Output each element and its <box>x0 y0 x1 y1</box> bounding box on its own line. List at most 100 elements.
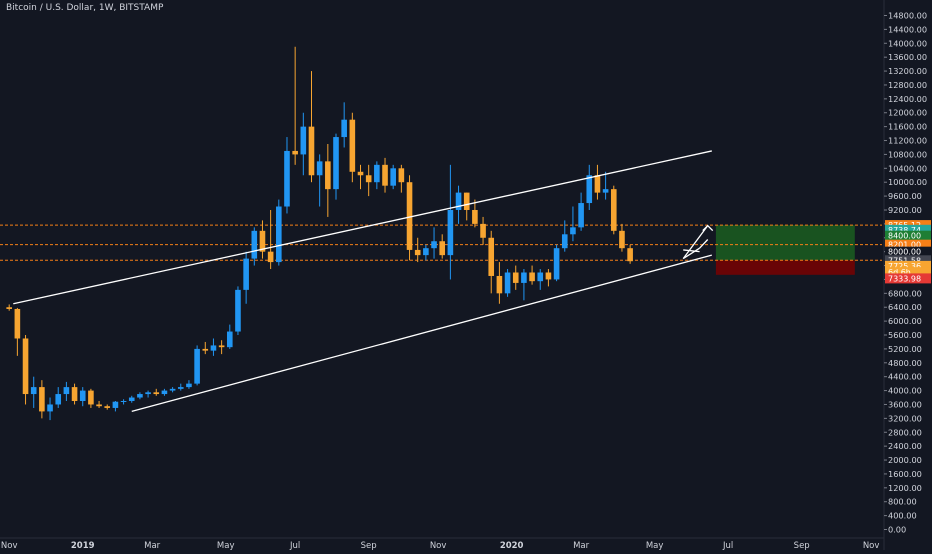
candle-body <box>88 390 94 405</box>
candle <box>455 185 462 224</box>
candle-body <box>120 401 127 402</box>
time-axis-label: Mar <box>144 541 161 550</box>
candle-body <box>6 307 12 309</box>
price-axis-label: 3600.00 <box>888 399 922 409</box>
candle-body <box>55 394 62 405</box>
candle-body <box>14 308 21 339</box>
candle <box>316 154 323 207</box>
price-axis-label: 4000.00 <box>888 386 922 396</box>
price-axis-label: 12400.00 <box>888 94 927 104</box>
candle <box>414 237 421 263</box>
time-axis-label: May <box>217 541 235 550</box>
candle <box>243 251 249 304</box>
price-axis-label: 4800.00 <box>888 358 922 368</box>
candle <box>423 244 429 261</box>
candle <box>96 401 102 408</box>
candle-body <box>570 227 576 235</box>
time-axis-label: 2019 <box>71 541 95 550</box>
candle-body <box>128 397 135 401</box>
time-axis-label: Nov <box>863 541 880 550</box>
price-axis-label: 2000.00 <box>888 455 922 465</box>
candle-body <box>333 137 339 190</box>
candle <box>39 380 45 419</box>
candle <box>177 383 184 391</box>
candle <box>284 137 290 214</box>
price-axis-label: 10000.00 <box>888 177 927 187</box>
candle <box>578 192 584 231</box>
price-axis-label: 5600.00 <box>888 330 922 340</box>
price-axis-label: 9600.00 <box>888 191 922 201</box>
price-axis-label: 12800.00 <box>888 80 927 90</box>
candle-body <box>529 272 535 282</box>
candle <box>341 102 347 148</box>
candle <box>374 161 380 190</box>
projection-arrow <box>682 225 709 259</box>
candle <box>561 220 568 252</box>
candle <box>88 388 94 408</box>
price-axis-label: 6000.00 <box>888 316 922 326</box>
candle-body <box>218 345 225 348</box>
candle-body <box>406 182 413 250</box>
candle <box>292 46 298 165</box>
candle-body <box>210 345 217 351</box>
time-axis-label: Jul <box>722 541 733 550</box>
price-axis-label: 6400.00 <box>888 302 922 312</box>
candle <box>594 164 601 200</box>
candle-body <box>39 387 45 412</box>
price-axis-label: 2400.00 <box>888 441 922 451</box>
candle <box>472 199 478 228</box>
candle <box>276 199 282 266</box>
candle <box>112 401 119 412</box>
candle <box>259 220 266 259</box>
candle <box>398 164 405 193</box>
candle <box>545 269 552 287</box>
candle <box>128 395 135 403</box>
candle-body <box>365 175 372 183</box>
candle <box>627 244 633 264</box>
candle-body <box>341 119 347 138</box>
price-axis-label: 2800.00 <box>888 427 922 437</box>
time-axis-label: 2020 <box>500 541 524 550</box>
candle <box>553 244 560 282</box>
candle <box>218 340 225 355</box>
price-axis-label: 800.00 <box>888 497 917 507</box>
time-axis-label: Sep <box>361 541 377 550</box>
candle-body <box>267 251 274 263</box>
candle-body <box>602 189 609 193</box>
channel-trendline <box>131 254 712 413</box>
candle <box>104 404 111 410</box>
candle <box>439 234 446 259</box>
candle-body <box>414 249 421 256</box>
target-zone <box>715 225 855 261</box>
candle-body <box>521 272 527 283</box>
candle-body <box>112 401 119 408</box>
candle-body <box>553 248 560 280</box>
candle-body <box>284 150 290 207</box>
candle <box>145 390 151 398</box>
candle-body <box>30 387 37 395</box>
candle-body <box>71 387 78 401</box>
time-axis-label: May <box>646 541 664 550</box>
candle <box>488 230 495 294</box>
candle <box>463 192 470 221</box>
price-badge-label: 7725.36 <box>888 262 921 271</box>
candle <box>169 387 176 393</box>
price-badge-label: 7333.98 <box>888 274 921 283</box>
candle <box>30 376 37 408</box>
candle <box>226 324 233 349</box>
arrow-head-icon <box>702 224 714 232</box>
time-axis-label: Nov <box>1 541 18 550</box>
candle-body <box>357 171 364 176</box>
candle-body <box>202 348 209 351</box>
price-axis-label: 6800.00 <box>888 288 922 298</box>
candle <box>137 392 143 400</box>
price-badge <box>885 246 931 257</box>
price-axis-label: 5200.00 <box>888 344 922 354</box>
candle <box>71 383 78 405</box>
candle-body <box>47 404 53 412</box>
price-axis-label: 9200.00 <box>888 205 922 215</box>
candle-body <box>447 209 454 256</box>
candle <box>349 112 356 183</box>
